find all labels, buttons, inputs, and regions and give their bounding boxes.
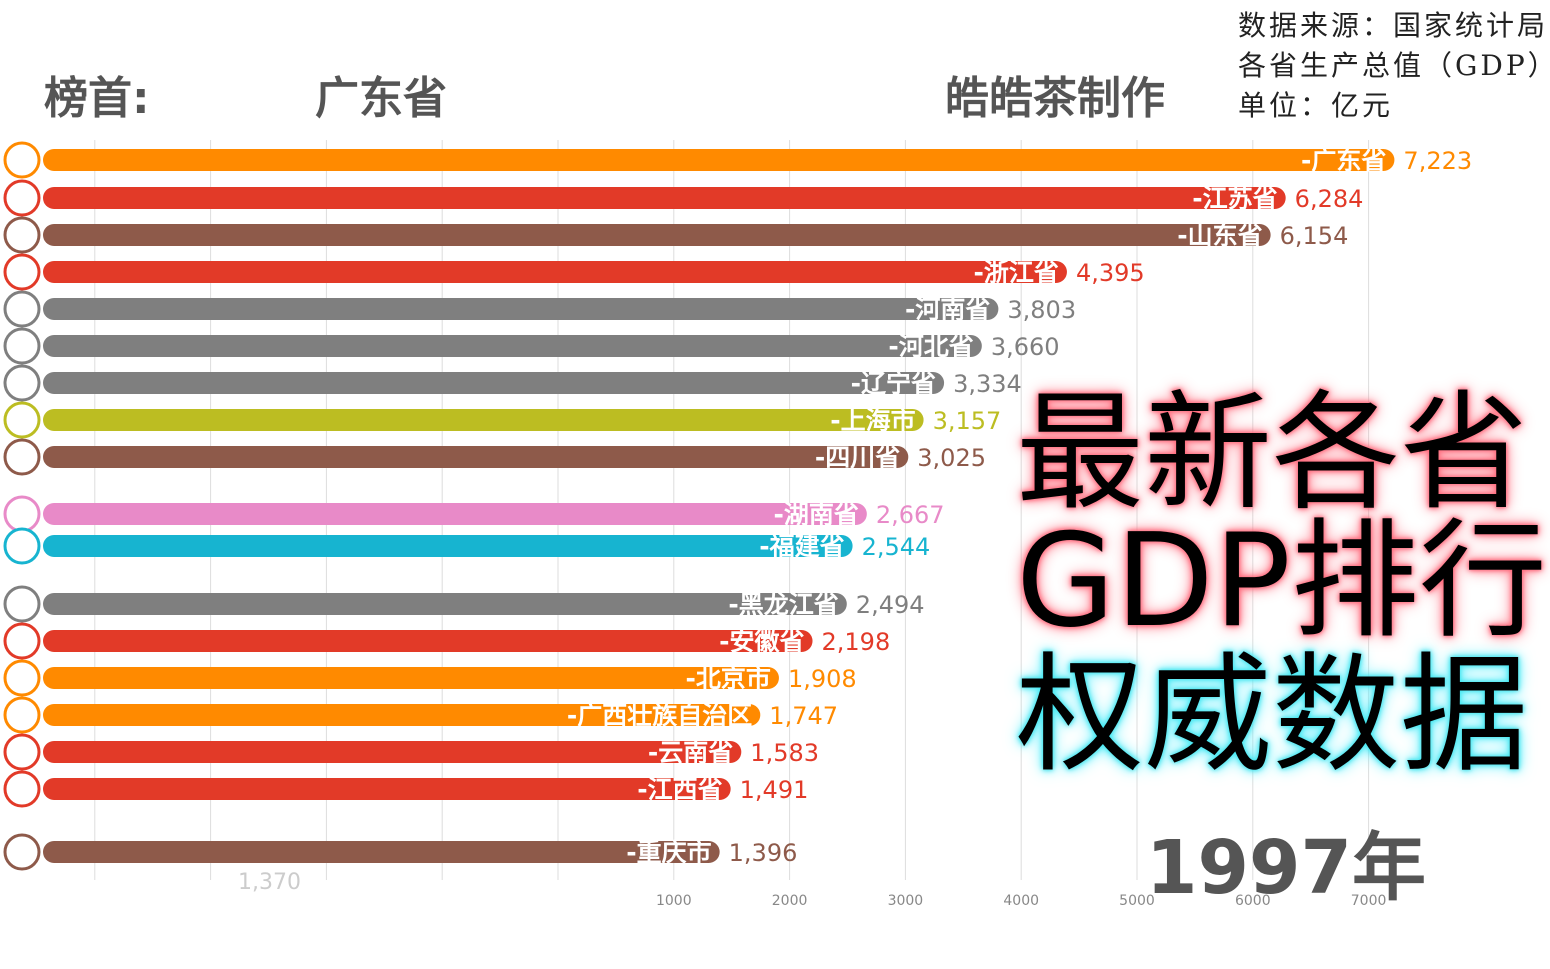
bar — [43, 535, 853, 557]
bar-value-label: 3,660 — [991, 333, 1060, 361]
bar-marker-circle — [3, 438, 41, 476]
bar — [43, 224, 1271, 246]
bar-marker-circle — [3, 659, 41, 697]
bar-value-label: 1,491 — [740, 776, 809, 804]
x-tick-label: 5000 — [1119, 893, 1155, 909]
bar — [43, 841, 720, 863]
bar-marker-circle — [3, 364, 41, 402]
bar — [43, 741, 742, 763]
bar — [43, 187, 1286, 209]
overlay-subtitle: 权威数据 — [1016, 641, 1529, 790]
bar-marker-circle — [3, 216, 41, 254]
bar-label: -河北省 — [888, 332, 973, 361]
bar — [43, 261, 1067, 283]
leader-value: 广东省 — [315, 73, 447, 124]
bar-value-label: 2,667 — [876, 501, 945, 529]
bar-marker-circle — [3, 733, 41, 771]
bar-value-label: 6,284 — [1295, 185, 1364, 213]
bar — [43, 630, 813, 652]
bar-value-label: 1,908 — [788, 665, 857, 693]
bar-marker-circle — [3, 141, 41, 179]
bar — [43, 372, 945, 394]
bar-value-label: 1,583 — [750, 739, 819, 767]
bar-value-label: 3,334 — [953, 370, 1022, 398]
bar-label: -湖南省 — [773, 500, 858, 529]
bar-marker-circle — [3, 585, 41, 623]
bar-marker-circle — [3, 179, 41, 217]
bar — [43, 409, 924, 431]
x-tick-label: 7000 — [1351, 893, 1387, 909]
bar-label: -北京市 — [686, 664, 771, 693]
bar-value-label: 2,494 — [856, 591, 925, 619]
bar-label: -山东省 — [1177, 221, 1262, 250]
bar-marker-circle — [3, 401, 41, 439]
bar-label: -福建省 — [759, 532, 844, 561]
bar-label: -广东省 — [1301, 146, 1386, 175]
bar-label: -黑龙江省 — [728, 590, 838, 619]
bar-label: -四川省 — [815, 443, 900, 472]
source-line: 数据来源：国家统计局 — [1238, 9, 1549, 42]
x-tick-label: 4000 — [1003, 893, 1039, 909]
bar-label: -上海市 — [830, 406, 915, 435]
bar-value-label: 4,395 — [1076, 259, 1145, 287]
bar-marker-circle — [3, 527, 41, 565]
bar — [43, 446, 909, 468]
bar-label: -辽宁省 — [851, 369, 936, 398]
x-tick-label: 2000 — [772, 893, 808, 909]
bar-label: -云南省 — [648, 738, 733, 767]
x-tick-label: 1000 — [656, 893, 692, 909]
bar-marker-circle — [3, 290, 41, 328]
leader-label: 榜首: — [44, 73, 150, 124]
x-tick-label: 6000 — [1235, 893, 1271, 909]
bar-marker-circle — [3, 327, 41, 365]
bar-marker-circle — [3, 696, 41, 734]
bar-value-label: 1,396 — [729, 839, 798, 867]
overlay-title: 最新各省GDP排行 — [1016, 379, 1547, 656]
faded-value-label: 1,370 — [238, 870, 301, 895]
bar-label: -重庆市 — [626, 838, 711, 867]
bar-label: -安徽省 — [719, 627, 804, 656]
bar-value-label: 3,803 — [1007, 296, 1076, 324]
bar — [43, 335, 982, 357]
author-credit: 皓皓茶制作 — [945, 73, 1165, 124]
bar — [43, 778, 731, 800]
bar-value-label: 3,025 — [917, 444, 986, 472]
bar — [43, 593, 847, 615]
bar-label: -江苏省 — [1192, 184, 1277, 213]
bar — [43, 667, 779, 689]
bar-value-label: 2,544 — [862, 533, 931, 561]
bar — [43, 149, 1395, 171]
bar-marker-circle — [3, 833, 41, 871]
bar-value-label: 3,157 — [933, 407, 1002, 435]
bar-value-label: 7,223 — [1403, 147, 1472, 175]
bar-label: -江西省 — [637, 775, 722, 804]
bar-label: -河南省 — [905, 295, 990, 324]
year-label: 1997年 — [1146, 825, 1426, 911]
bar-label: -广西壮族自治区 — [567, 701, 752, 730]
bar — [43, 704, 761, 726]
bar-marker-circle — [3, 495, 41, 533]
unit-line: 单位：亿元 — [1238, 89, 1394, 122]
bar — [43, 298, 999, 320]
bar-value-label: 1,747 — [769, 702, 838, 730]
bar-marker-circle — [3, 770, 41, 808]
metric-line: 各省生产总值（GDP） — [1238, 49, 1550, 82]
bar-value-label: 6,154 — [1280, 222, 1349, 250]
bar-marker-circle — [3, 622, 41, 660]
bar-marker-circle — [3, 253, 41, 291]
x-tick-label: 3000 — [888, 893, 924, 909]
bar-label: -浙江省 — [974, 258, 1059, 287]
bar — [43, 503, 867, 525]
bar-value-label: 2,198 — [822, 628, 891, 656]
